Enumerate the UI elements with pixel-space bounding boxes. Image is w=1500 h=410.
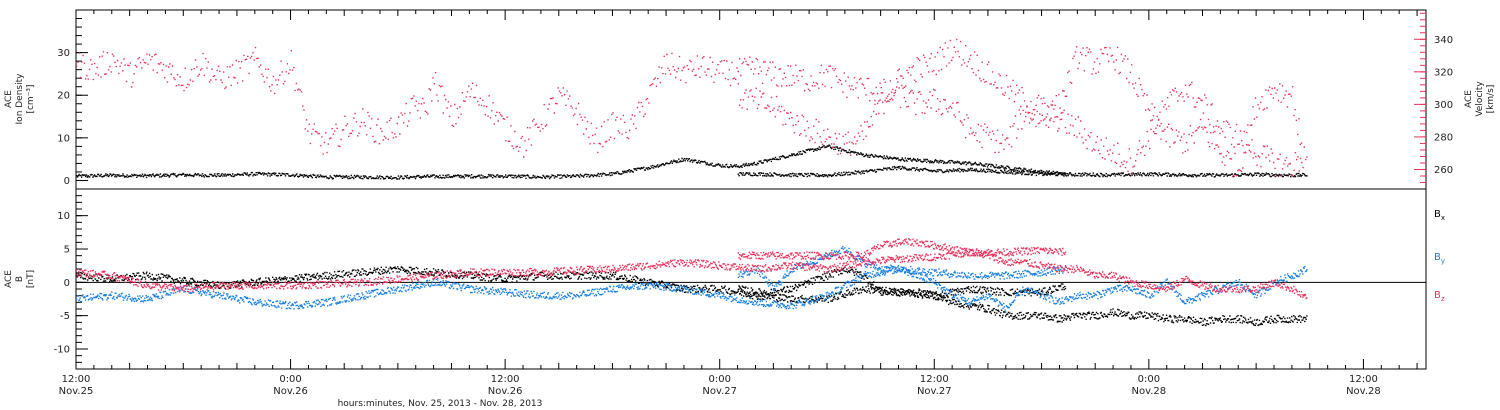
density-axis-title-line: [cm⁻³] — [26, 84, 36, 113]
velocity-axis-title-line: [km/s] — [1486, 85, 1496, 114]
b-axis-title-line: B — [15, 276, 25, 282]
legend-main: B — [1434, 290, 1441, 301]
velocity-axis-title-line: ACE — [1464, 90, 1474, 108]
legend-bx: Bx — [1434, 209, 1445, 222]
density-axis-tick-label: 20 — [57, 91, 70, 102]
b-axis-tick-label: -10 — [54, 345, 70, 356]
x-tick-date: Nov.28 — [1132, 386, 1167, 397]
b-axis-tick-label: 10 — [57, 211, 70, 222]
x-tick-time: 12:00 — [920, 374, 949, 385]
top-panel-frame — [75, 9, 1427, 190]
legend-sub: x — [1441, 214, 1445, 222]
x-tick-time: 12:00 — [491, 374, 520, 385]
density-axis-tick-label: 0 — [64, 176, 70, 187]
x-tick-date: Nov.28 — [1346, 386, 1381, 397]
legend-sub: z — [1441, 295, 1445, 303]
x-tick-date: Nov.26 — [488, 386, 523, 397]
b-axis-title: ACEB[nT] — [4, 270, 36, 288]
x-tick-date: Nov.25 — [59, 386, 94, 397]
b-axis-title-line: ACE — [4, 270, 14, 288]
velocity-series — [737, 38, 1308, 177]
b-axis-title-line: [nT] — [26, 270, 36, 288]
density-axis-tick-label: 30 — [57, 48, 70, 59]
b-axis-tick-label: 0 — [64, 278, 70, 289]
x-tick-time: 0:00 — [708, 374, 730, 385]
x-tick-time: 0:00 — [1138, 374, 1160, 385]
legend-main: B — [1434, 209, 1441, 220]
b-series-bx — [737, 266, 1308, 327]
velocity-axis-tick-label: 320 — [1434, 67, 1453, 78]
legend-by: By — [1434, 252, 1445, 265]
velocity-series — [76, 46, 1303, 177]
density-axis-tick-label: 10 — [57, 133, 70, 144]
x-tick-date: Nov.27 — [917, 386, 952, 397]
x-tick-date: Nov.27 — [702, 386, 737, 397]
velocity-axis-title-line: Velocity — [1475, 81, 1485, 117]
legend-bz: Bz — [1434, 290, 1445, 303]
x-axis-label: hours:minutes, Nov. 25, 2013 - Nov. 28, … — [338, 399, 543, 409]
x-tick-date: Nov.26 — [273, 386, 308, 397]
bottom-panel-frame — [75, 188, 1427, 370]
velocity-axis-tick-label: 280 — [1434, 132, 1453, 143]
density-axis-title: ACEIon Density[cm⁻³] — [4, 73, 36, 125]
x-tick-time: 12:00 — [1349, 374, 1378, 385]
b-axis-tick-label: 5 — [64, 245, 70, 256]
density-series — [737, 165, 1308, 178]
x-tick-time: 0:00 — [279, 374, 301, 385]
velocity-axis-title: ACEVelocity[km/s] — [1464, 81, 1496, 117]
density-series — [76, 144, 1067, 180]
b-axis-tick-label: -5 — [60, 311, 70, 322]
legend-main: B — [1434, 252, 1441, 263]
velocity-axis-tick-label: 340 — [1434, 35, 1453, 46]
b-series-bz — [737, 238, 1308, 300]
x-tick-time: 12:00 — [62, 374, 91, 385]
density-axis-title-line: Ion Density — [15, 73, 25, 125]
velocity-axis-tick-label: 300 — [1434, 100, 1453, 111]
density-axis-title-line: ACE — [4, 90, 14, 108]
x-axis: 12:00Nov.250:00Nov.2612:00Nov.260:00Nov.… — [59, 10, 1418, 397]
legend-sub: y — [1441, 257, 1445, 265]
velocity-axis-tick-label: 260 — [1434, 165, 1453, 176]
b-series-bx — [76, 266, 1067, 304]
b-series-bz — [76, 246, 1067, 293]
